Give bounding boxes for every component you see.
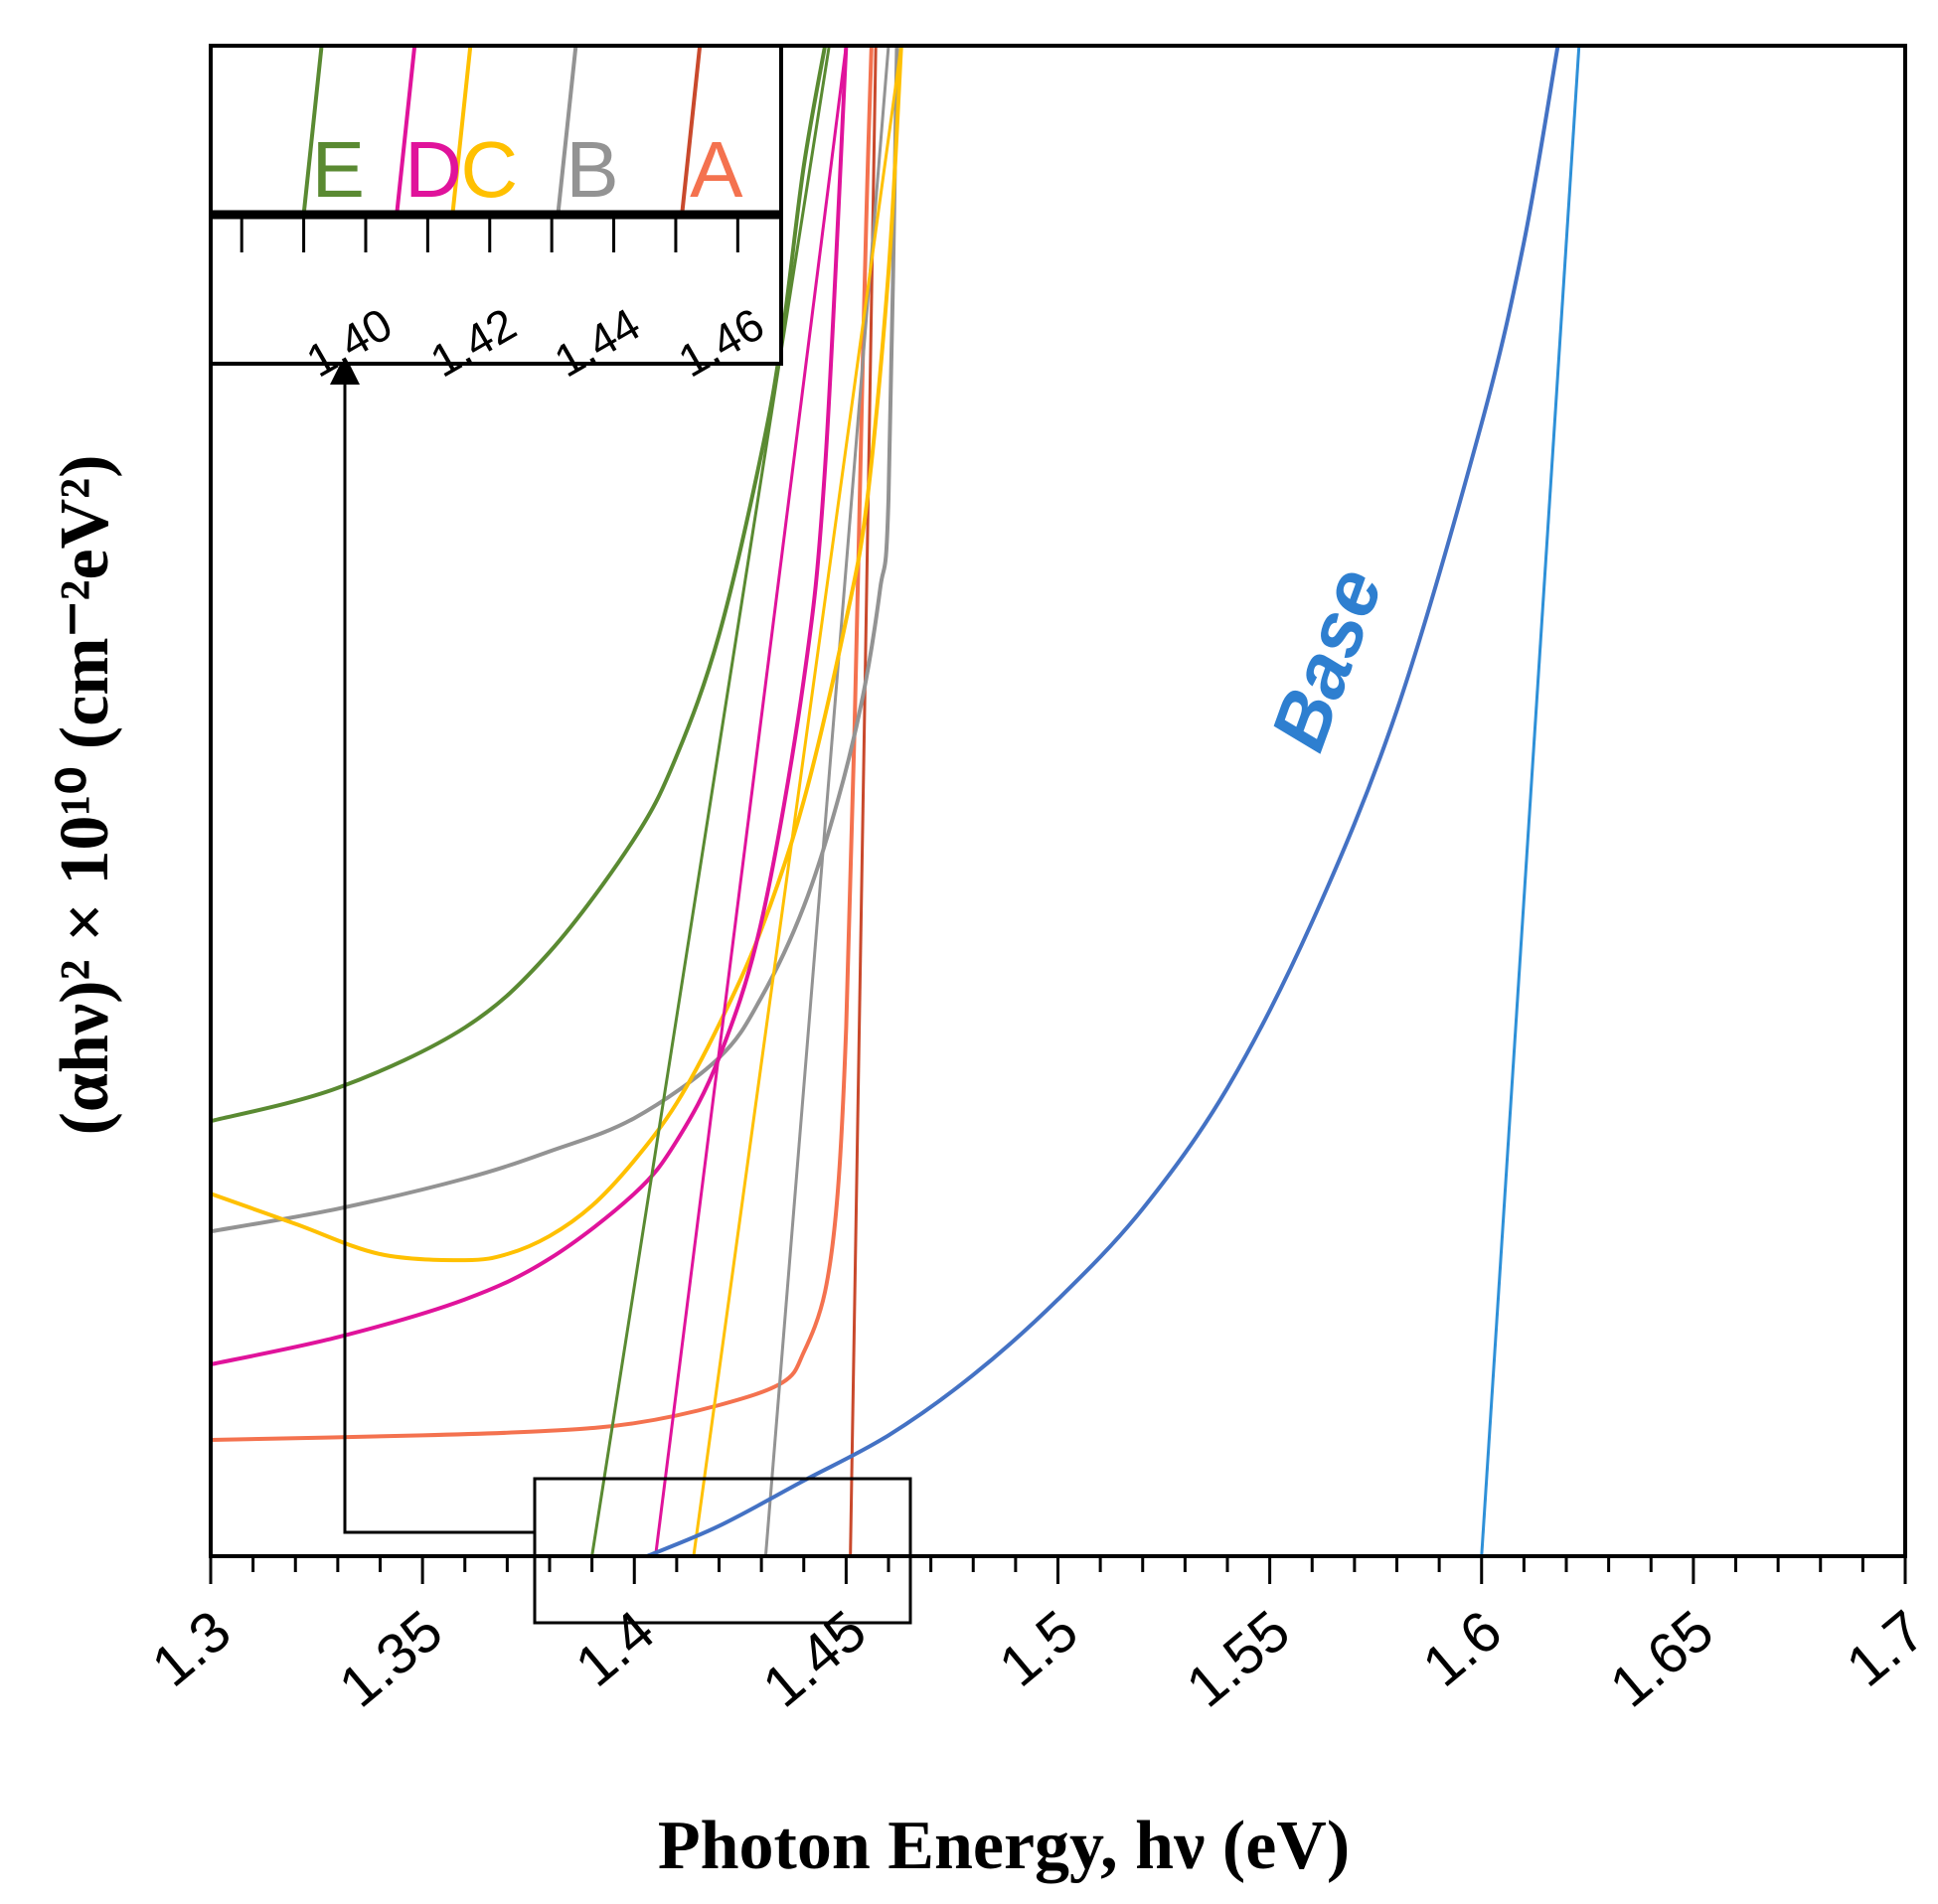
inset-letter-a: A (690, 125, 743, 214)
x-tick-label: 1.65 (1598, 1598, 1725, 1719)
x-tick-label: 1.6 (1411, 1598, 1515, 1699)
series-b-curve (211, 46, 899, 1234)
inset-b-tangent (556, 48, 578, 216)
inset-letter-c: C (460, 125, 518, 214)
series-c-tangent (692, 46, 903, 1556)
y-axis-title: (αhν)² × 10¹⁰ (cm⁻²eV²) (47, 455, 123, 1136)
x-tick-label: 1.3 (140, 1598, 243, 1699)
series-e-curve (211, 46, 828, 1124)
x-axis-title: Photon Energy, hν (eV) (658, 1808, 1350, 1884)
series-d-curve (211, 46, 849, 1366)
x-tick-label: 1.5 (987, 1598, 1090, 1699)
x-axis: 1.3 1.35 1.4 1.45 1.5 1.55 1.6 1.65 1.7 (140, 1556, 1938, 1720)
series-a-tangent (849, 46, 878, 1556)
inset-letter-b: B (565, 125, 618, 214)
zoom-arrow (330, 355, 535, 1534)
series-e-tangent (590, 46, 831, 1556)
x-tick-label: 1.35 (327, 1598, 454, 1719)
x-tick-label: 1.7 (1835, 1598, 1938, 1699)
x-tick-label: 1.45 (750, 1598, 878, 1719)
series-layer (211, 46, 1581, 1556)
inset-a-tangent (680, 48, 702, 216)
inset-letter-d: D (404, 125, 462, 214)
series-base-tangent (1480, 46, 1581, 1556)
zoom-box (533, 1477, 912, 1625)
inset-letter-e: E (312, 125, 365, 214)
series-c-curve (211, 46, 903, 1263)
x-tick-label: 1.4 (564, 1598, 667, 1699)
inset-tangent-lines (301, 48, 702, 216)
series-base-curve (646, 46, 1560, 1556)
base-series-label: Base (1253, 556, 1398, 760)
series-d-tangent (654, 46, 848, 1556)
x-tick-label: 1.55 (1175, 1598, 1302, 1719)
inset-c-tangent (450, 48, 473, 216)
inset-d-tangent (395, 48, 416, 216)
inset-e-tangent (301, 48, 324, 216)
